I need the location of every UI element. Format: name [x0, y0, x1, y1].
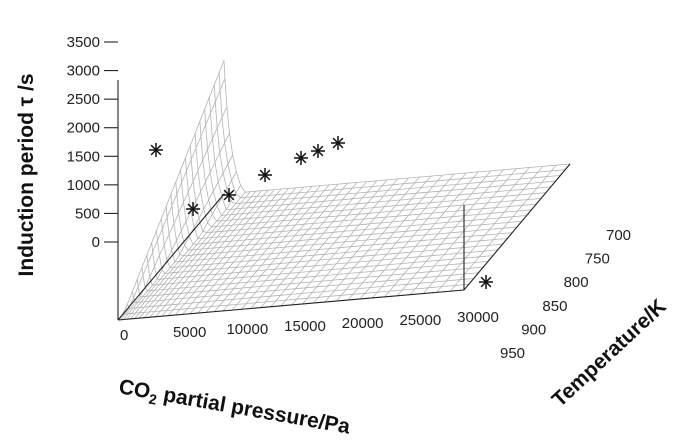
data-point-marker: [294, 151, 308, 165]
x-tick-label: 15000: [284, 318, 326, 335]
surface-line-45: [250, 182, 358, 309]
surface-line-34: [161, 189, 269, 317]
x-axis-line: [117, 289, 465, 321]
surface-line-43: [231, 183, 339, 311]
surface-line-51: [313, 176, 420, 304]
surface-line-17: [199, 121, 546, 222]
surface-line-44: [241, 183, 348, 310]
y-tick-label: 800: [564, 274, 589, 291]
z-tick-label: 2000: [67, 120, 100, 137]
surface-line-19: [209, 96, 556, 210]
surface-line-60: [423, 167, 530, 294]
surface-line-30: [138, 191, 246, 319]
y-axis-ticks: 700 750 800 850 900 950: [500, 227, 631, 362]
x-axis-title: CO2 partial pressure/Pa: [117, 375, 352, 441]
surface-line-37: [182, 188, 289, 315]
surface-line-59: [409, 168, 517, 295]
surface-line-33: [155, 190, 263, 317]
surface-line-28: [130, 171, 237, 320]
right-base-edge: [463, 163, 571, 291]
surface-line-25: [120, 106, 228, 321]
surface-line-56: [371, 171, 479, 299]
surface-line-35: [168, 189, 275, 316]
surface-line-53: [336, 174, 443, 302]
z-tick-label: 0: [92, 234, 100, 251]
data-point-marker: [311, 144, 325, 158]
surface-line-58: [397, 169, 504, 297]
surface-line-41: [214, 185, 321, 312]
surface-line-11: [170, 194, 518, 257]
z-tick-label: 1500: [67, 148, 100, 165]
z-tick-label: 3000: [67, 63, 100, 80]
surface-line-54: [347, 173, 455, 301]
plot-box: [117, 80, 571, 321]
data-point-marker: [331, 136, 345, 150]
surface-line-32: [149, 190, 257, 318]
surface-line-38: [189, 187, 297, 315]
x-tick-label: 10000: [226, 321, 268, 338]
z-axis-ticks: 0 500 1000 1500 2000 2500 3000 3500: [67, 34, 118, 251]
z-tick-label: 2500: [67, 91, 100, 108]
surface-line-49: [291, 178, 399, 306]
surface-line-61: [436, 166, 544, 293]
surface-line-57: [384, 170, 492, 298]
x-tick-label: 0: [120, 327, 128, 344]
y-tick-label: 900: [521, 321, 546, 338]
surface-line-50: [302, 177, 409, 305]
surface-line-36: [174, 188, 282, 316]
x-tick-label: 5000: [173, 324, 206, 341]
surface-line-55: [359, 172, 467, 300]
surface-line-20: [214, 84, 561, 205]
data-points: [149, 136, 493, 289]
surface-line-46: [260, 181, 368, 308]
surface-line-52: [324, 175, 432, 303]
x-tick-label: 20000: [342, 315, 384, 332]
surface-line-29: [134, 185, 241, 319]
surface-line-31: [143, 191, 251, 318]
z-axis-title: Induction period τ /s: [15, 73, 38, 276]
data-point-marker: [258, 168, 272, 182]
surface-line-39: [197, 186, 305, 314]
y-tick-label: 750: [585, 251, 610, 268]
x-tick-label: 30000: [457, 309, 499, 326]
z-tick-label: 3500: [67, 34, 100, 51]
data-point-marker: [149, 143, 163, 157]
surface-line-48: [280, 179, 388, 307]
fitted-surface: [117, 60, 571, 321]
surface-line-40: [205, 186, 313, 313]
x-axis-ticks: 0 5000 10000 15000 20000 25000 30000: [120, 309, 499, 344]
y-tick-label: 850: [542, 298, 567, 315]
surface-line-27: [126, 154, 234, 320]
y-axis-line: [117, 193, 225, 321]
y-tick-label: 700: [606, 227, 631, 244]
surface-line-47: [270, 180, 378, 308]
surface-line-62: [449, 164, 557, 292]
z-tick-label: 1000: [67, 177, 100, 194]
z-tick-label: 500: [75, 205, 100, 222]
data-point-marker: [186, 202, 200, 216]
data-point-marker: [479, 275, 493, 289]
surface-line-18: [204, 109, 551, 216]
surface-line-26: [123, 133, 230, 320]
surface-line-24: [118, 78, 226, 321]
x-tick-label: 25000: [399, 312, 441, 329]
y-tick-label: 950: [500, 345, 525, 362]
surface-line-42: [222, 184, 330, 312]
surface-line-22: [223, 60, 571, 193]
data-point-marker: [222, 188, 236, 202]
surface-line-23: [117, 60, 225, 321]
